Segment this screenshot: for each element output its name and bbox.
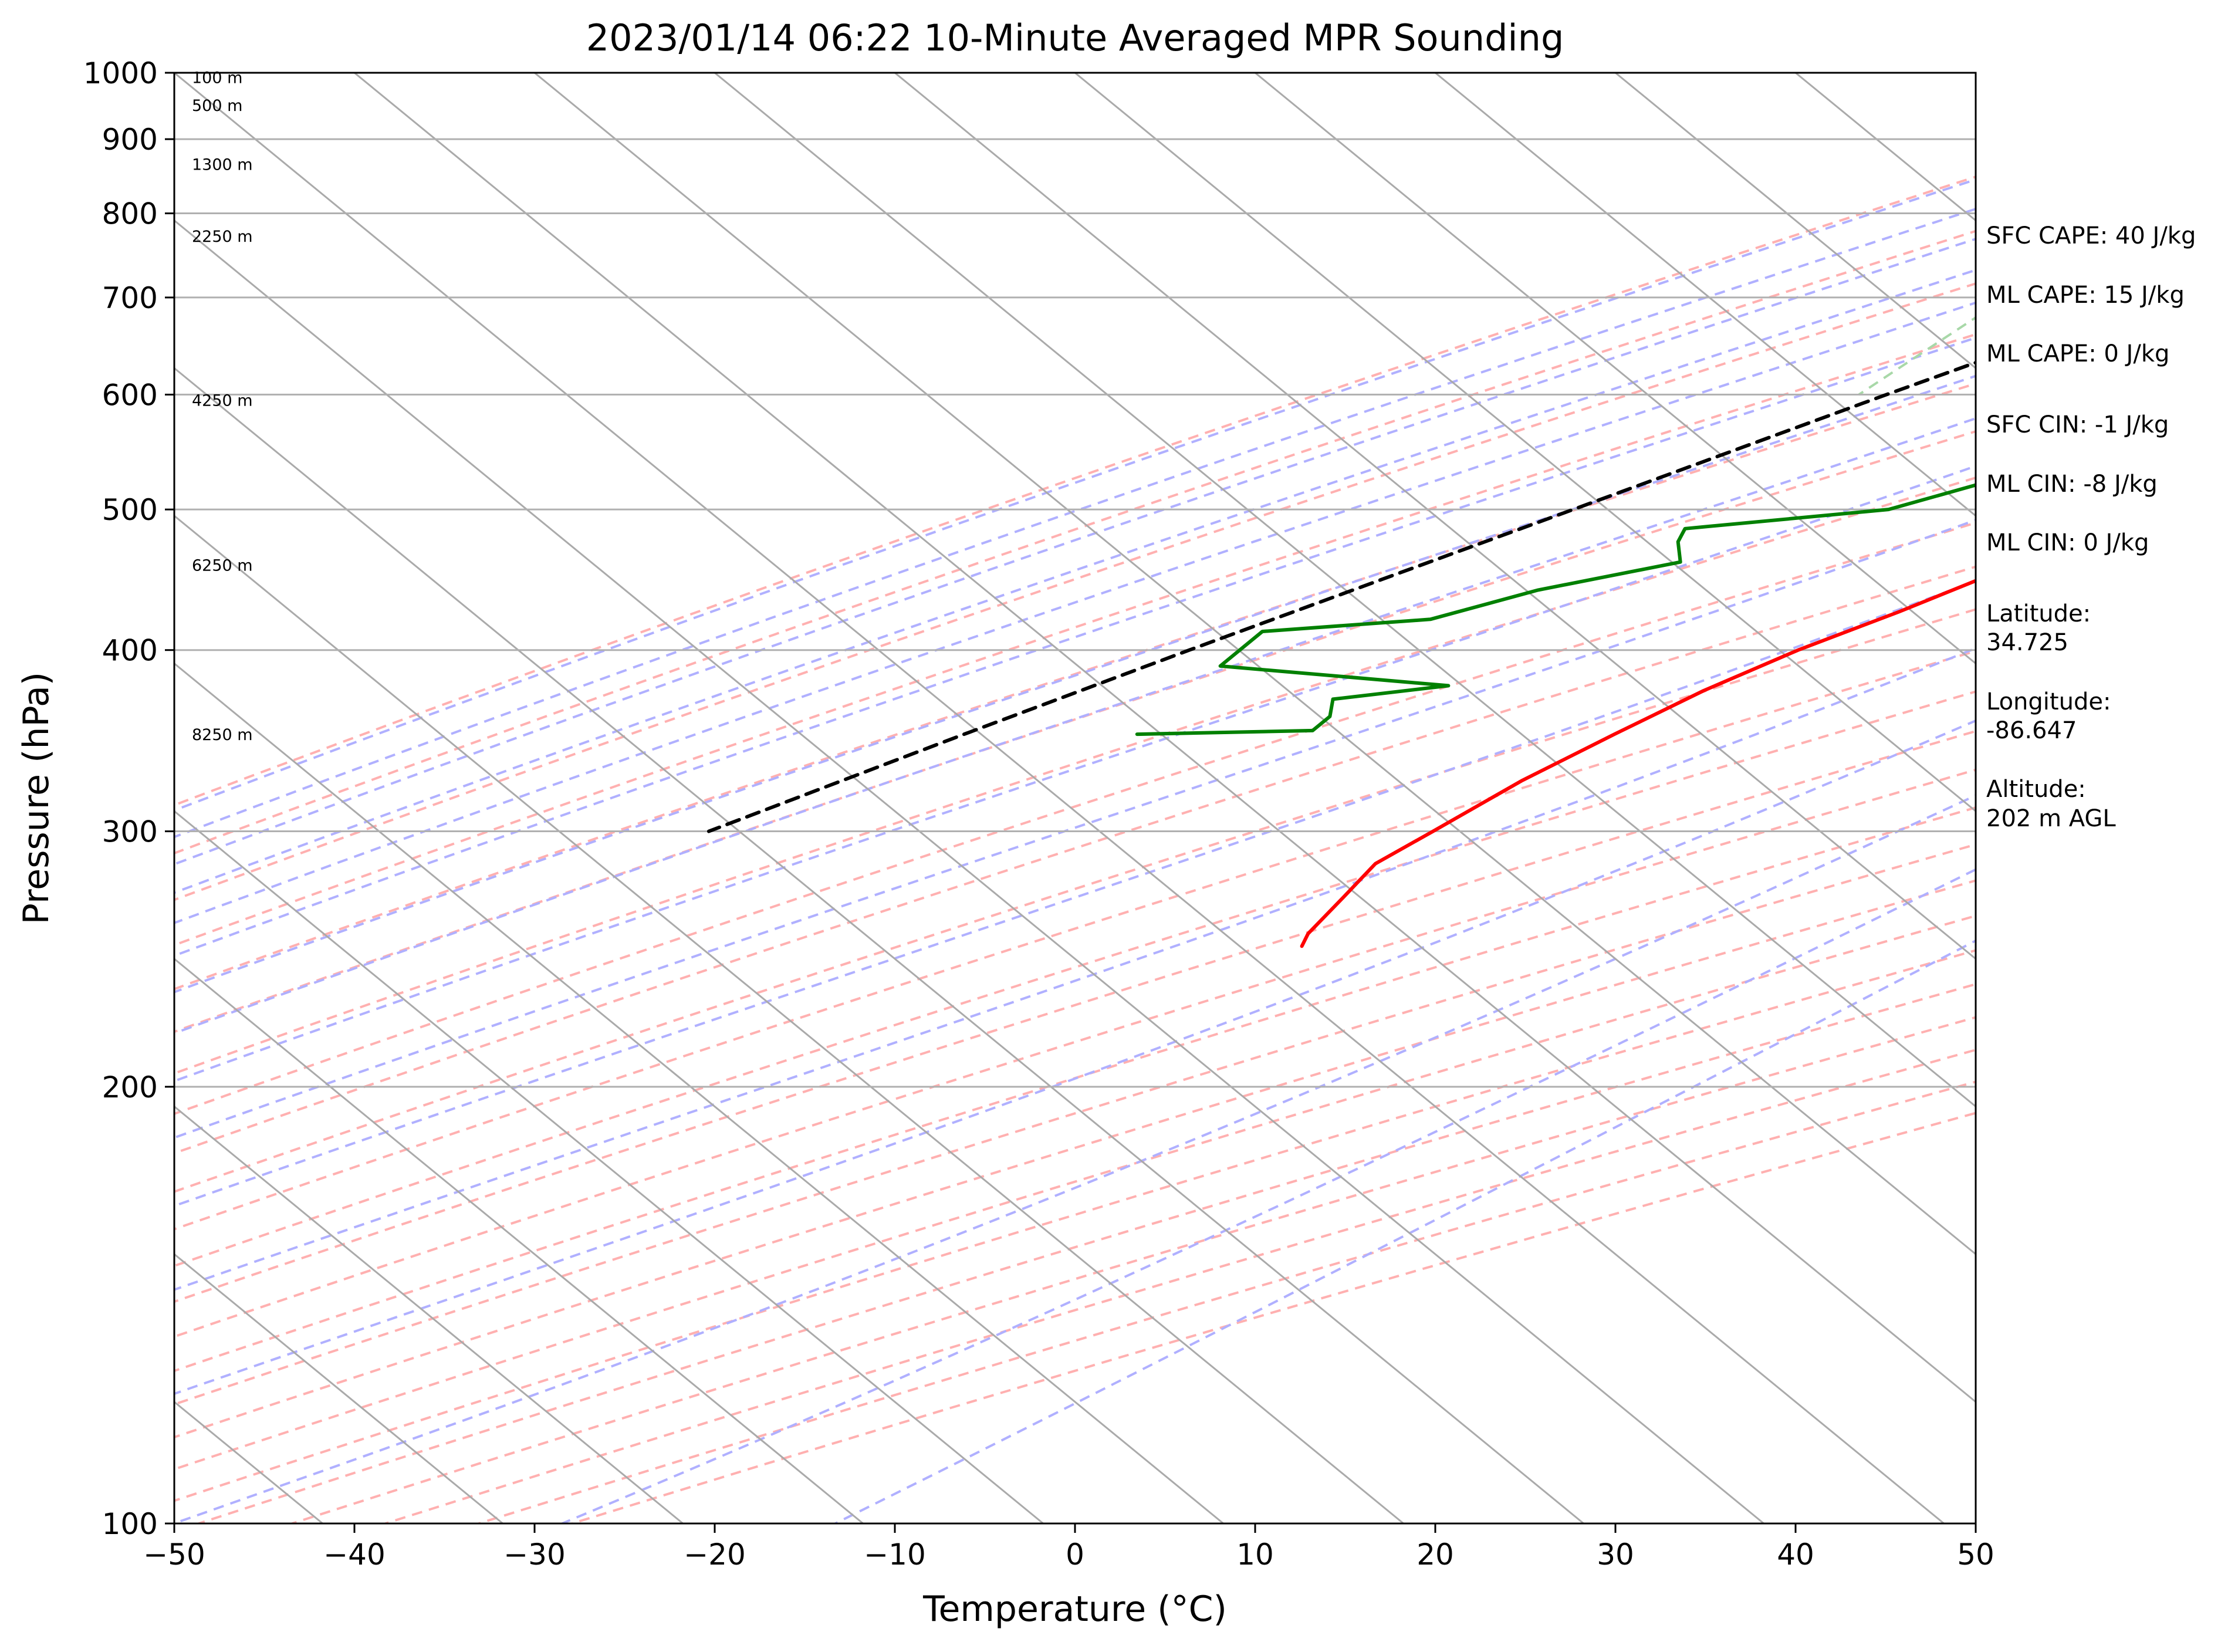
y-tick-label: 400 bbox=[102, 634, 158, 668]
x-tick-label: −10 bbox=[864, 1538, 926, 1572]
altitude-label: Altitude: bbox=[1986, 776, 2086, 803]
x-tick-label: 0 bbox=[1066, 1538, 1084, 1572]
height-label: 1300 m bbox=[192, 156, 253, 174]
y-tick-label: 1000 bbox=[83, 56, 158, 90]
height-label: 500 m bbox=[192, 97, 242, 115]
ml-cin-text-2: ML CIN: 0 J/kg bbox=[1986, 529, 2149, 556]
sfc-cin-text: SFC CIN: -1 J/kg bbox=[1986, 411, 2169, 438]
longitude-value: -86.647 bbox=[1986, 717, 2077, 744]
y-tick-label: 900 bbox=[102, 123, 158, 157]
x-tick-label: −50 bbox=[143, 1538, 205, 1572]
x-axis-label: Temperature (°C) bbox=[922, 1589, 1227, 1630]
latitude-label: Latitude: bbox=[1986, 600, 2091, 627]
latitude-value: 34.725 bbox=[1986, 629, 2068, 656]
y-tick-label: 500 bbox=[102, 493, 158, 527]
x-tick-label: −20 bbox=[684, 1538, 746, 1572]
x-tick-label: 20 bbox=[1417, 1538, 1454, 1572]
x-tick-label: 10 bbox=[1236, 1538, 1274, 1572]
altitude-value: 202 m AGL bbox=[1986, 805, 2116, 832]
x-tick-label: −40 bbox=[323, 1538, 386, 1572]
y-tick-label: 700 bbox=[102, 281, 158, 315]
x-tick-label: 30 bbox=[1597, 1538, 1634, 1572]
height-label: 100 m bbox=[192, 69, 242, 87]
height-label: 4250 m bbox=[192, 391, 253, 410]
y-tick-label: 800 bbox=[102, 197, 158, 231]
y-tick-label: 600 bbox=[102, 378, 158, 412]
height-label: 8250 m bbox=[192, 726, 253, 744]
sfc-cape-text: SFC CAPE: 40 J/kg bbox=[1986, 222, 2196, 249]
ml-cape-text: ML CAPE: 15 J/kg bbox=[1986, 282, 2185, 309]
ml-cape-text-2: ML CAPE: 0 J/kg bbox=[1986, 340, 2169, 367]
x-tick-label: 50 bbox=[1957, 1538, 1994, 1572]
y-axis-label: Pressure (hPa) bbox=[16, 672, 57, 924]
x-tick-label: 40 bbox=[1777, 1538, 1814, 1572]
x-tick-label: −30 bbox=[503, 1538, 566, 1572]
y-tick-label: 200 bbox=[102, 1070, 158, 1104]
ml-cin-text: ML CIN: -8 J/kg bbox=[1986, 471, 2158, 498]
y-tick-label: 100 bbox=[102, 1507, 158, 1541]
y-tick-label: 300 bbox=[102, 815, 158, 849]
chart-title: 2023/01/14 06:22 10-Minute Averaged MPR … bbox=[586, 16, 1564, 59]
height-label: 2250 m bbox=[192, 228, 253, 246]
longitude-label: Longitude: bbox=[1986, 688, 2111, 715]
height-label: 6250 m bbox=[192, 556, 253, 575]
